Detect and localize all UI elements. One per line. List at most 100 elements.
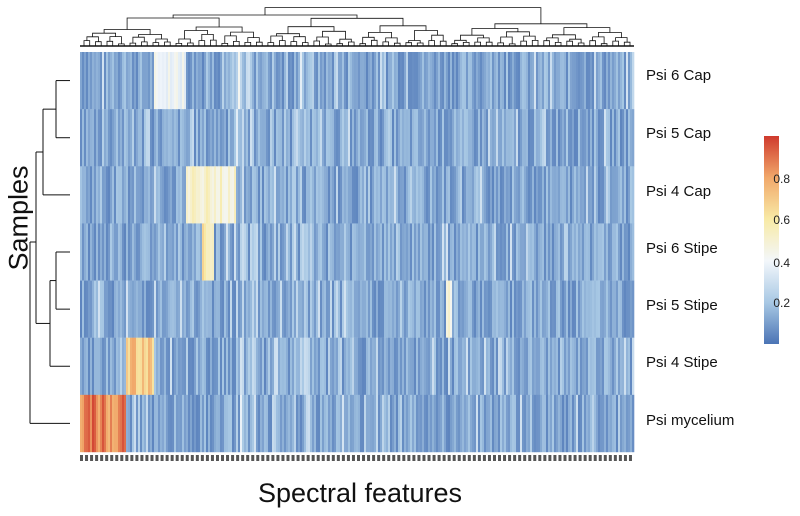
heatmap-cell — [258, 52, 261, 110]
heatmap-cell — [446, 166, 449, 224]
colorbar-tick-label: 0.8 — [773, 172, 790, 186]
heatmap-cell — [104, 394, 107, 453]
feature-tick — [125, 455, 129, 461]
heatmap-cell — [92, 109, 95, 167]
heatmap-cell — [432, 52, 435, 110]
heatmap-cell — [336, 280, 339, 338]
heatmap-cell — [582, 166, 585, 224]
heatmap-cell — [298, 52, 301, 110]
heatmap-cell — [572, 52, 575, 110]
heatmap-cell — [140, 52, 143, 110]
heatmap-cell — [270, 109, 273, 167]
heatmap-cell — [430, 109, 433, 167]
heatmap-cell — [530, 52, 533, 110]
heatmap-cell — [274, 280, 277, 338]
heatmap-cell — [596, 223, 599, 281]
heatmap-cell — [540, 394, 543, 453]
heatmap-cell — [524, 109, 527, 167]
heatmap-cell — [604, 52, 607, 110]
heatmap-cell — [580, 280, 583, 338]
heatmap-cell — [566, 223, 569, 281]
heatmap-cell — [406, 337, 409, 396]
heatmap-cell — [362, 166, 365, 224]
heatmap-cell — [504, 223, 507, 281]
heatmap-cell — [426, 394, 429, 453]
heatmap-cell — [370, 166, 373, 224]
heatmap-cell — [308, 394, 311, 453]
heatmap-cell — [220, 52, 223, 110]
heatmap-cell — [376, 337, 379, 396]
heatmap-cell — [234, 394, 237, 453]
heatmap-cell — [528, 52, 531, 110]
heatmap-cell — [396, 52, 399, 110]
heatmap-cell — [460, 166, 463, 224]
heatmap-cell — [298, 166, 301, 224]
heatmap-cell — [216, 166, 219, 224]
heatmap-cell — [266, 337, 269, 396]
heatmap-cell — [480, 394, 483, 453]
heatmap-cell — [406, 394, 409, 453]
heatmap-cell — [232, 337, 235, 396]
heatmap-cell — [510, 223, 513, 281]
feature-tick — [130, 455, 134, 461]
heatmap-cell — [232, 223, 235, 281]
heatmap-cell — [610, 280, 613, 338]
heatmap-cell — [472, 280, 475, 338]
heatmap-cell — [454, 52, 457, 110]
heatmap-cell — [396, 280, 399, 338]
feature-tick — [286, 455, 290, 461]
heatmap-cell — [338, 109, 341, 167]
heatmap-cell — [380, 109, 383, 167]
heatmap-cell — [474, 337, 477, 396]
heatmap-cell — [364, 52, 367, 110]
heatmap-cell — [620, 394, 623, 453]
heatmap-cell — [300, 109, 303, 167]
heatmap-cell — [282, 52, 285, 110]
heatmap-cell — [400, 109, 403, 167]
heatmap-cell — [366, 223, 369, 281]
heatmap-cell — [574, 223, 577, 281]
heatmap-cell — [148, 52, 151, 110]
heatmap-cell — [308, 52, 311, 110]
heatmap-cell — [458, 166, 461, 224]
heatmap-cell — [130, 394, 133, 453]
heatmap-cell — [266, 394, 269, 453]
heatmap-cell — [382, 394, 385, 453]
heatmap-cell — [178, 337, 181, 396]
heatmap-cell — [144, 52, 147, 110]
heatmap-cell — [412, 52, 415, 110]
heatmap-cell — [388, 52, 391, 110]
heatmap-cell — [620, 280, 623, 338]
feature-tick — [331, 455, 335, 461]
heatmap-cell — [554, 109, 557, 167]
heatmap-cell — [102, 109, 105, 167]
heatmap-cell — [596, 166, 599, 224]
heatmap-cell — [224, 337, 227, 396]
heatmap-cell — [624, 337, 627, 396]
heatmap-cell — [412, 223, 415, 281]
heatmap-cell — [500, 280, 503, 338]
heatmap-cell — [320, 337, 323, 396]
heatmap-cell — [292, 52, 295, 110]
heatmap-cell — [326, 223, 329, 281]
heatmap-cell — [120, 337, 123, 396]
heatmap-cell — [192, 337, 195, 396]
heatmap-cell — [132, 280, 135, 338]
heatmap-cell — [252, 223, 255, 281]
heatmap-cell — [292, 223, 295, 281]
heatmap-cell — [250, 337, 253, 396]
heatmap-cell — [542, 52, 545, 110]
heatmap-cell — [254, 280, 257, 338]
heatmap-cell — [384, 337, 387, 396]
heatmap-cell — [382, 280, 385, 338]
heatmap-cell — [562, 280, 565, 338]
heatmap-cell — [240, 337, 243, 396]
heatmap-cell — [586, 280, 589, 338]
heatmap-cell — [184, 52, 187, 110]
heatmap-cell — [514, 52, 517, 110]
heatmap-cell — [588, 52, 591, 110]
heatmap-cell — [156, 223, 159, 281]
heatmap-cell — [578, 223, 581, 281]
heatmap-cell — [248, 394, 251, 453]
row-label: Psi 5 Cap — [646, 125, 712, 142]
